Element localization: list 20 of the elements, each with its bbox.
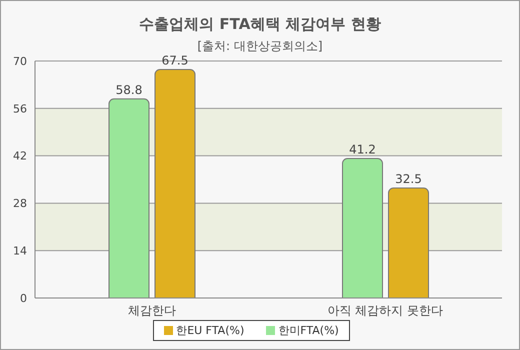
bar	[154, 68, 196, 298]
bar	[388, 187, 429, 298]
data-label: 32.5	[395, 172, 422, 186]
legend-label: 한미FTA(%)	[277, 323, 339, 338]
y-tick-label: 56	[13, 102, 27, 116]
x-tick-label: 체감한다	[128, 304, 176, 318]
y-tick-label: 0	[20, 292, 27, 305]
x-tick-label: 아직 체감하지 못한다	[327, 304, 444, 318]
data-label: 67.5	[162, 53, 188, 68]
y-tick-label: 14	[13, 244, 27, 258]
chart-title: 수출업체의 FTA혜택 체감여부 현황	[138, 15, 382, 34]
y-tick-label: 42	[13, 150, 27, 163]
data-label: 41.2	[349, 142, 376, 157]
chart-subtitle: [출처: 대한상공회의소]	[196, 38, 324, 55]
y-tick-label: 28	[13, 197, 27, 210]
data-label: 58.8	[116, 82, 142, 97]
legend-label: 한EU FTA(%)	[175, 323, 244, 338]
y-tick-label: 70	[13, 54, 27, 68]
bar	[342, 158, 383, 298]
bar	[108, 98, 150, 298]
